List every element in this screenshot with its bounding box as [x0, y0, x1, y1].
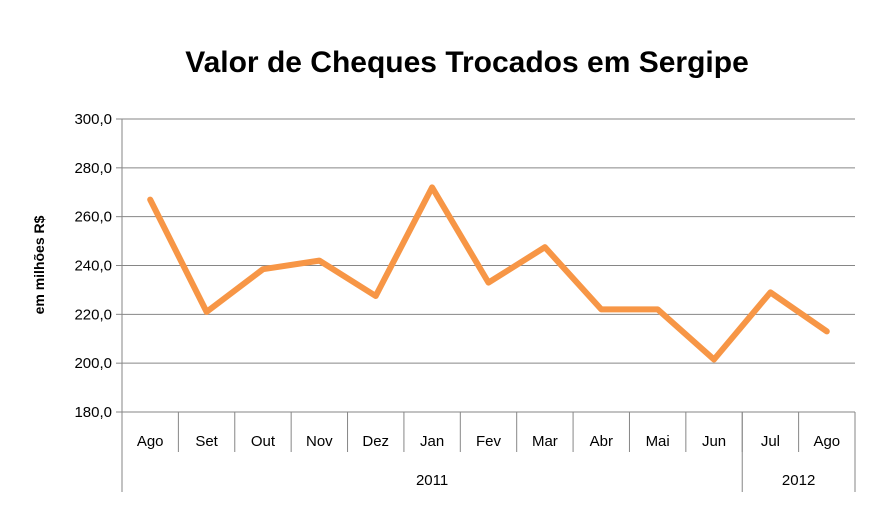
x-tick-label: Jun	[702, 433, 726, 450]
x-tick-label: Fev	[476, 433, 502, 450]
x-tick-label: Ago	[813, 433, 840, 450]
year-label: 2011	[416, 472, 448, 489]
x-tick-label: Nov	[306, 433, 333, 450]
y-tick-label: 220,0	[74, 306, 112, 323]
x-tick-label: Jul	[761, 433, 780, 450]
x-tick-label: Abr	[590, 433, 613, 450]
x-tick-label: Mai	[646, 433, 670, 450]
y-tick-label: 200,0	[74, 355, 112, 372]
y-tick-label: 240,0	[74, 258, 112, 275]
x-tick-label: Mar	[532, 433, 558, 450]
chart-title: Valor de Cheques Trocados em Sergipe	[185, 46, 749, 79]
x-tick-label: Ago	[137, 433, 164, 450]
data-series	[147, 184, 830, 363]
x-axis: Ago Set Out Nov Dez Jan Fev Mar Abr Mai Jun Jul Ago 2…	[121, 411, 856, 492]
y-tick-label: 260,0	[74, 209, 112, 226]
y-axis: 180,0 200,0 220,0 240,0 260,0 280,0 300,0	[74, 111, 123, 421]
x-tick-label: Set	[195, 433, 218, 450]
year-label: 2012	[782, 472, 815, 489]
y-tick-label: 300,0	[74, 111, 112, 128]
x-tick-label: Dez	[362, 433, 389, 450]
y-tick-label: 180,0	[74, 404, 112, 421]
y-axis-label: em milhões R$	[31, 215, 47, 314]
y-tick-label: 280,0	[74, 160, 112, 177]
gridlines	[122, 118, 855, 364]
x-tick-label: Jan	[420, 433, 444, 450]
x-tick-label: Out	[251, 433, 276, 450]
series-line	[147, 184, 830, 363]
